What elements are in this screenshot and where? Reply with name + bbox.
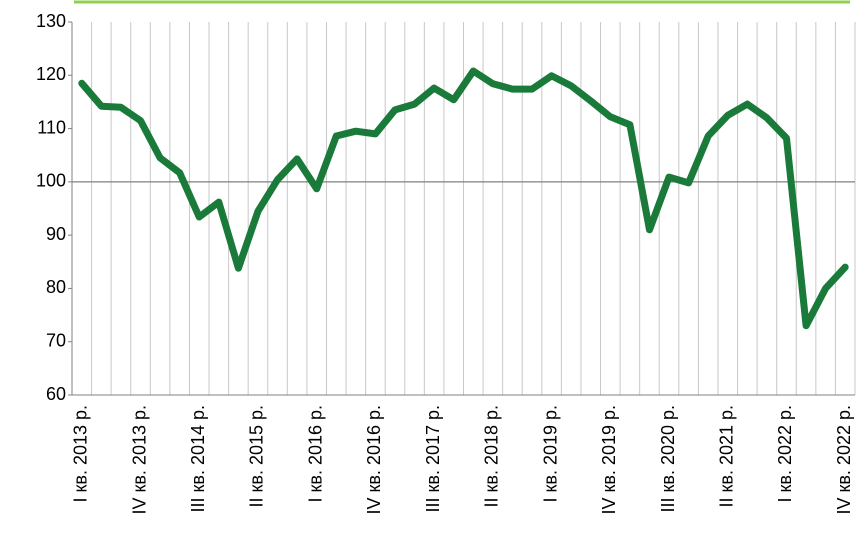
x-tick-label: III кв. 2014 р. — [188, 405, 208, 513]
y-tick-label: 90 — [46, 224, 66, 244]
x-tick-label: I кв. 2013 р. — [71, 405, 91, 503]
data-line — [78, 67, 849, 330]
x-tick-label: III кв. 2017 р. — [423, 405, 443, 513]
y-tick-label: 110 — [37, 117, 66, 137]
x-tick-label: IV кв. 2022 р. — [834, 405, 854, 515]
x-tick-label: II кв. 2018 р. — [482, 405, 502, 508]
x-tick-label: II кв. 2015 р. — [247, 405, 267, 508]
x-tick-label: II кв. 2021 р. — [717, 405, 737, 508]
y-tick-label: 60 — [46, 384, 66, 404]
x-tick-label: I кв. 2019 р. — [540, 405, 560, 503]
x-tick-label: IV кв. 2013 р. — [129, 405, 149, 515]
x-tick-label: I кв. 2016 р. — [305, 405, 325, 503]
y-tick-label: 70 — [46, 330, 66, 350]
y-tick-label: 80 — [46, 277, 66, 297]
y-tick-label: 100 — [36, 171, 66, 191]
x-tick-label: III кв. 2020 р. — [658, 405, 678, 513]
y-tick-label: 120 — [36, 64, 66, 84]
x-tick-label: IV кв. 2019 р. — [599, 405, 619, 515]
x-tick-label: IV кв. 2016 р. — [364, 405, 384, 515]
y-tick-label: 130 — [36, 11, 66, 31]
x-tick-label: I кв. 2022 р. — [775, 405, 795, 503]
